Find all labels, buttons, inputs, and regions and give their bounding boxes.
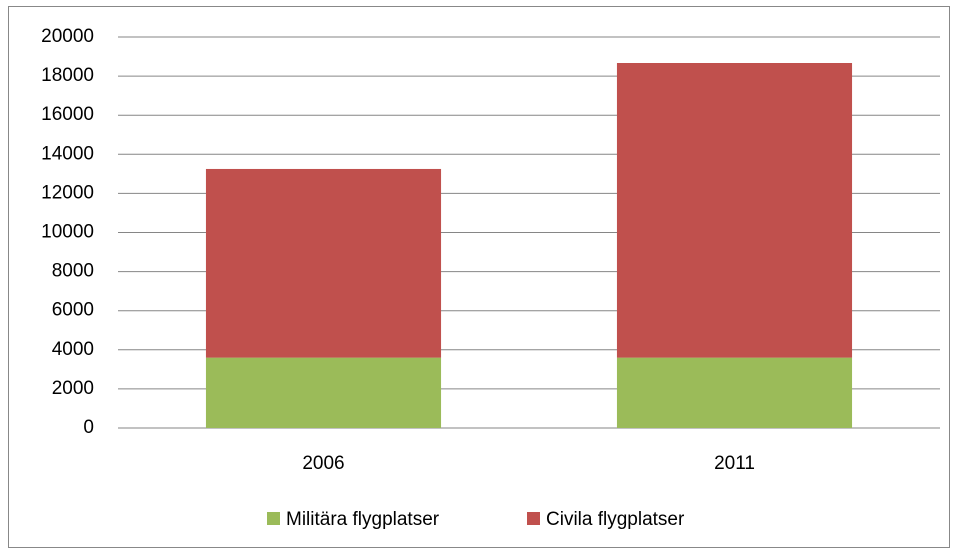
y-tick-label: 6000 [52,300,94,321]
bar-segment [616,357,853,428]
legend-swatch [527,512,540,525]
x-tick-label: 2006 [302,453,344,474]
legend-label: Militära flygplatser [286,509,440,530]
y-tick-label: 20000 [41,26,94,47]
y-tick-label: 2000 [52,378,94,399]
bar-segment [205,357,442,428]
y-tick-label: 8000 [52,261,94,282]
y-tick-label: 18000 [41,65,94,86]
y-tick-label: 10000 [41,222,94,243]
bar-segment [205,168,442,358]
y-tick-label: 16000 [41,104,94,125]
x-tick-label: 2011 [714,453,755,474]
bar-segment [616,63,853,358]
y-tick-label: 0 [83,417,94,438]
y-tick-label: 4000 [52,339,94,360]
legend-label: Civila flygplatser [546,509,685,530]
legend-swatch [267,512,280,525]
y-tick-label: 14000 [41,143,94,164]
y-tick-label: 12000 [41,182,94,203]
